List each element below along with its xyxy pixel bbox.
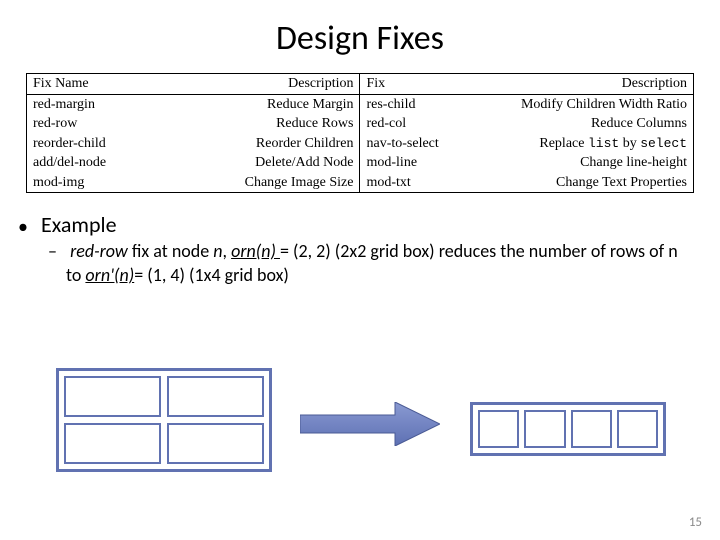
grid-cell bbox=[167, 376, 264, 417]
example-heading: Example red-row fix at node n, orn(n) = … bbox=[36, 211, 692, 288]
cell-desc2-replace: Replace list by select bbox=[493, 134, 693, 154]
ex-t7: orn'(n) bbox=[85, 264, 134, 286]
table-row: red-row Reduce Rows red-col Reduce Colum… bbox=[27, 114, 694, 134]
col-header-fixname: Fix Name bbox=[27, 74, 174, 95]
cell-desc1: Change Image Size bbox=[173, 173, 360, 193]
cell-fix: mod-line bbox=[360, 153, 493, 173]
example-sublist: red-row fix at node n, orn(n) = (2, 2) (… bbox=[66, 239, 692, 288]
ex-t2: fix at node bbox=[128, 240, 213, 262]
cell-desc2: Change line-height bbox=[493, 153, 693, 173]
cell-fixname: mod-img bbox=[27, 173, 174, 193]
ex-t5: orn(n) bbox=[231, 240, 280, 262]
table-header-row: Fix Name Description Fix Description bbox=[27, 74, 694, 95]
grid-cell bbox=[64, 376, 161, 417]
cell-fixname: red-row bbox=[27, 114, 174, 134]
col-header-fix: Fix bbox=[360, 74, 493, 95]
grid-cell bbox=[524, 410, 565, 448]
desc2-code1: list bbox=[588, 136, 619, 151]
grid-cell bbox=[571, 410, 612, 448]
desc2-code2: select bbox=[640, 136, 687, 151]
cell-desc2: Change Text Properties bbox=[493, 173, 693, 193]
cell-desc2: Reduce Columns bbox=[493, 114, 693, 134]
grid-cell bbox=[64, 423, 161, 464]
example-heading-text: Example bbox=[41, 211, 117, 238]
ex-t1: red-row bbox=[70, 240, 128, 262]
cell-desc1: Reorder Children bbox=[173, 134, 360, 154]
grid-cell bbox=[617, 410, 658, 448]
cell-desc2: Modify Children Width Ratio bbox=[493, 94, 693, 114]
table-row: add/del-node Delete/Add Node mod-line Ch… bbox=[27, 153, 694, 173]
cell-desc1: Reduce Margin bbox=[173, 94, 360, 114]
slide-title: Design Fixes bbox=[0, 0, 720, 73]
col-header-desc2: Description bbox=[493, 74, 693, 95]
fixes-table-wrap: Fix Name Description Fix Description red… bbox=[26, 73, 694, 193]
cell-fixname: red-margin bbox=[27, 94, 174, 114]
desc2-mid: by bbox=[619, 136, 640, 151]
table-row: red-margin Reduce Margin res-child Modif… bbox=[27, 94, 694, 114]
grid-1x4 bbox=[470, 402, 666, 456]
table-row: reorder-child Reorder Children nav-to-se… bbox=[27, 134, 694, 154]
page-number: 15 bbox=[689, 515, 702, 530]
cell-fix: mod-txt bbox=[360, 173, 493, 193]
grid-cell bbox=[167, 423, 264, 464]
grid-2x2 bbox=[56, 368, 272, 472]
ex-t8: = (1, 4) (1x4 grid box) bbox=[134, 264, 289, 286]
example-text: red-row fix at node n, orn(n) = (2, 2) (… bbox=[66, 239, 692, 288]
cell-fix: red-col bbox=[360, 114, 493, 134]
table-row: mod-img Change Image Size mod-txt Change… bbox=[27, 173, 694, 193]
cell-fixname: add/del-node bbox=[27, 153, 174, 173]
cell-fix: nav-to-select bbox=[360, 134, 493, 154]
cell-desc1: Reduce Rows bbox=[173, 114, 360, 134]
desc2-prefix: Replace bbox=[539, 136, 588, 151]
grid-cell bbox=[478, 410, 519, 448]
cell-fixname: reorder-child bbox=[27, 134, 174, 154]
example-bullet-list: Example red-row fix at node n, orn(n) = … bbox=[36, 211, 692, 288]
col-header-desc1: Description bbox=[173, 74, 360, 95]
cell-fix: res-child bbox=[360, 94, 493, 114]
diagram-area bbox=[0, 368, 720, 508]
fixes-table: Fix Name Description Fix Description red… bbox=[26, 73, 694, 193]
cell-desc1: Delete/Add Node bbox=[173, 153, 360, 173]
ex-t3: n bbox=[213, 240, 222, 262]
arrow-icon bbox=[300, 402, 440, 446]
ex-t4: , bbox=[223, 240, 232, 262]
